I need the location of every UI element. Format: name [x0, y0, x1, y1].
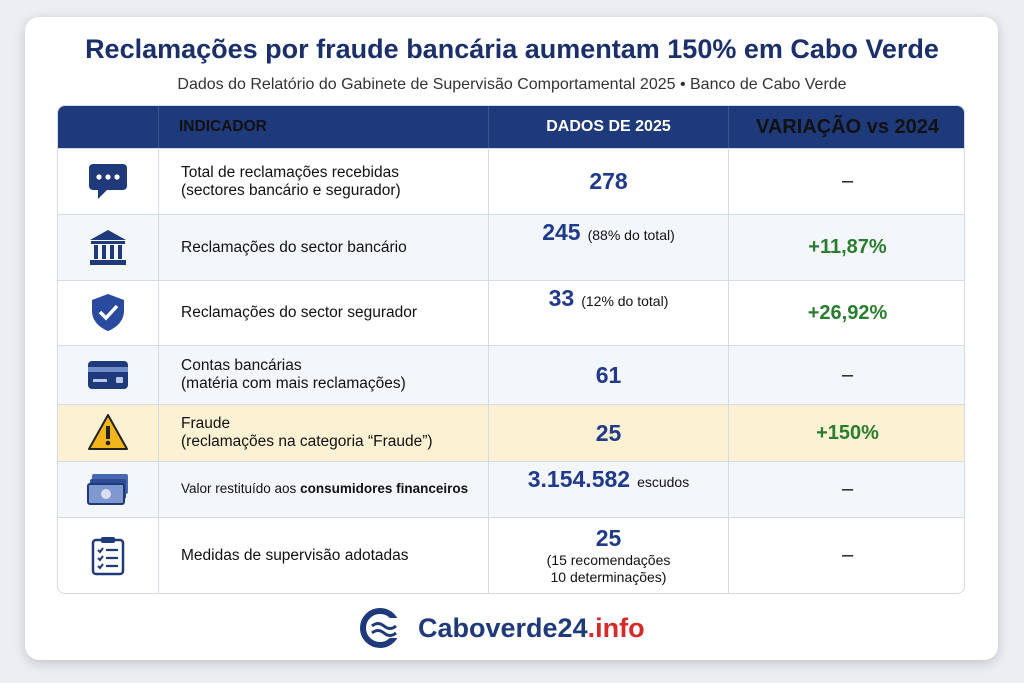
value-cell: 3.154.582 escudos [488, 462, 728, 517]
logo [360, 608, 402, 648]
table-row: Fraude (reclamações na categoria “Fraude”… [58, 404, 964, 461]
indicator-line: Medidas de supervisão adotadas [181, 546, 409, 564]
header-cell [58, 106, 158, 148]
indicator-line: (matéria com mais reclamações) [181, 375, 406, 392]
table-row: Valor restituído aos consumidores financ… [58, 461, 964, 517]
icon-cell [58, 405, 158, 461]
value: 245 [542, 219, 581, 245]
value-note: (15 recomendações [546, 552, 671, 568]
value: 278 [589, 168, 628, 194]
table-row: Reclamações do sector segurador 33 (12% do… [58, 280, 964, 345]
indicator-cell: Total de reclamações recebidas (sectores … [158, 149, 488, 214]
value-note: (12% do total) [581, 293, 669, 309]
indicator-line: (sectores bancário e segurador) [181, 181, 401, 199]
indicator-cell: Reclamações do sector bancário [158, 215, 488, 280]
icon-cell [58, 462, 158, 517]
value-note: 10 determinações) [550, 569, 667, 585]
row-icon [90, 229, 126, 265]
value-note: escudos [637, 474, 690, 490]
row-icon [87, 473, 128, 505]
value-cell: 61 [488, 346, 728, 404]
value: 3.154.582 [527, 466, 631, 492]
indicator-cell: Reclamações do sector segurador [158, 281, 488, 345]
value-cell: 278 [488, 149, 728, 214]
value-cell: 33 (12% do total) [488, 281, 728, 345]
header-cell: DADOS DE 2025 [488, 106, 728, 148]
indicator-text: consumidores financeiros [300, 481, 469, 496]
indicator-cell: Valor restituído aos consumidores financ… [158, 462, 488, 517]
value: 33 [548, 285, 575, 311]
header-cell: VARIAÇÃO vs 2024 [728, 106, 964, 148]
value: 25 [595, 525, 622, 551]
indicator-cell: Medidas de supervisão adotadas [158, 518, 488, 593]
brand: Caboverde24 [418, 612, 588, 643]
indicator-line: Reclamações do sector segurador [181, 304, 418, 321]
change-cell: +11,87% [728, 215, 964, 280]
indicator-line: Total de reclamações recebidas [181, 163, 399, 181]
icon-cell [58, 518, 158, 593]
row-icon [92, 294, 124, 331]
title: Reclamações por fraude bancária aumentam… [85, 34, 939, 64]
change-cell: +150% [728, 405, 964, 461]
icon-cell [58, 281, 158, 345]
indicator-line: Reclamações do sector bancário [181, 238, 407, 256]
indicator-line: (reclamações na categoria “Fraude”) [181, 433, 433, 450]
indicator-line: Contas bancárias [181, 357, 302, 374]
header-cell: INDICADOR [158, 106, 488, 148]
row-icon [88, 414, 128, 450]
change-cell: – [728, 518, 964, 593]
table-row: Total de reclamações recebidas (sectores … [58, 148, 964, 214]
icon-cell [58, 346, 158, 404]
value-cell: 25 (15 recomendações 10 determinações) [488, 518, 728, 593]
value-cell: 25 [488, 405, 728, 461]
indicator-cell: Fraude (reclamações na categoria “Fraude”… [158, 405, 488, 461]
change-cell: – [728, 149, 964, 214]
footer: Caboverde24 .info [360, 608, 645, 648]
icon-cell [58, 149, 158, 214]
subtitle: Dados do Relatório do Gabinete de Superv… [177, 76, 847, 93]
icon-cell [58, 215, 158, 280]
brand-domain: .info [587, 612, 645, 643]
table-header: INDICADOR DADOS DE 2025 VARIAÇÃO vs 2024 [58, 106, 964, 148]
value-note: (88% do total) [587, 227, 675, 243]
row-icon [88, 361, 128, 389]
change-cell: – [728, 346, 964, 404]
table-row: Contas bancárias (matéria com mais reclam… [58, 345, 964, 404]
change-cell: +26,92% [728, 281, 964, 345]
row-icon [89, 163, 127, 199]
value: 25 [595, 419, 622, 446]
table-row: Reclamações do sector bancário 245 (88% do… [58, 214, 964, 280]
value-cell: 245 (88% do total) [488, 215, 728, 280]
row-icon [91, 536, 125, 575]
table-row: Medidas de supervisão adotadas 25 (15 reco… [58, 517, 964, 593]
value: 61 [595, 361, 622, 388]
indicator-cell: Contas bancárias (matéria com mais reclam… [158, 346, 488, 404]
table: INDICADOR DADOS DE 2025 VARIAÇÃO vs 2024… [57, 105, 965, 594]
indicator-line: Fraude [181, 415, 231, 432]
indicator-text: Valor restituído aos [181, 481, 301, 496]
change-cell: – [728, 462, 964, 517]
